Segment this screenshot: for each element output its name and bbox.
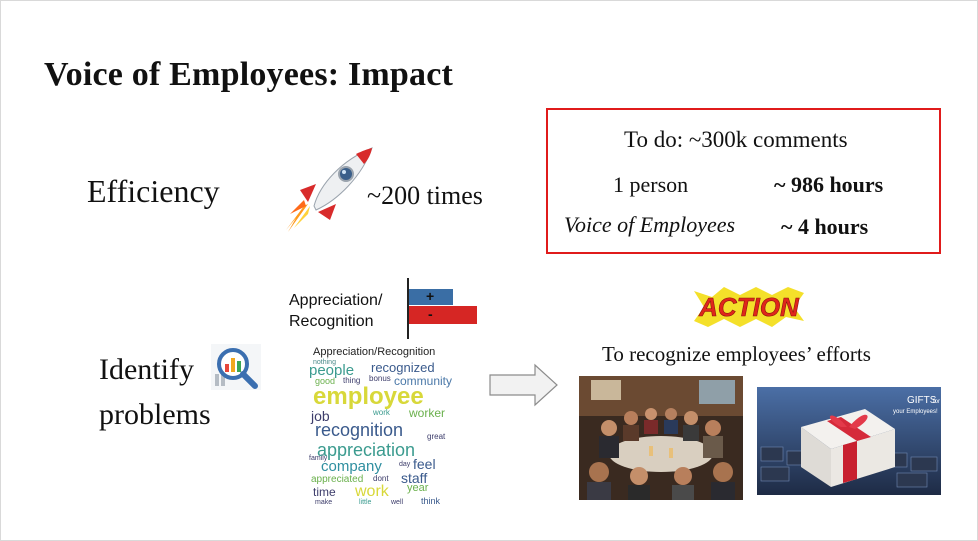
word-cloud-word: little xyxy=(359,499,372,506)
word-cloud-word: time xyxy=(313,485,336,499)
sentiment-category-label: Appreciation/ Recognition xyxy=(289,290,382,332)
word-cloud-word: nothing xyxy=(313,359,336,366)
person-label: 1 person xyxy=(613,172,689,197)
voe-hours: ~ 4 hours xyxy=(781,214,869,239)
word-cloud-word: company xyxy=(321,458,382,475)
team-dinner-photo xyxy=(579,376,743,500)
todo-text: To do: ~300k comments xyxy=(624,127,848,152)
sentiment-axis xyxy=(407,278,409,339)
word-cloud-word: family xyxy=(309,455,328,462)
positive-bar xyxy=(409,289,453,305)
word-cloud-word: well xyxy=(391,499,404,506)
person-hours: ~ 986 hours xyxy=(774,172,884,197)
action-badge-text: ACTION xyxy=(698,292,800,322)
comparison-box xyxy=(546,108,941,254)
speedup-text: ~200 times xyxy=(367,181,483,210)
word-cloud-word: make xyxy=(315,499,333,506)
sentiment-category-line2: Recognition xyxy=(289,313,374,330)
action-badge: ACTION xyxy=(694,287,804,327)
word-cloud-word: people xyxy=(309,362,355,379)
right-arrow-icon xyxy=(489,363,558,407)
efficiency-label: Efficiency xyxy=(87,173,220,209)
word-cloud-word: bonus xyxy=(369,374,391,383)
word-cloud-word: recognition xyxy=(315,420,404,440)
word-cloud-word: job xyxy=(311,408,330,424)
word-cloud-word: work xyxy=(355,483,389,500)
action-caption: To recognize employees’ efforts xyxy=(602,342,871,366)
word-cloud-word: year xyxy=(407,482,429,494)
word-cloud-word: feel xyxy=(413,456,436,472)
word-cloud-title: Appreciation/Recognition xyxy=(313,347,436,358)
problems-label: problems xyxy=(99,398,211,431)
word-cloud-word: appreciated xyxy=(311,474,364,485)
word-cloud-word: thing xyxy=(343,376,361,385)
gift-text-line2: for xyxy=(933,399,940,405)
negative-sign: - xyxy=(428,306,433,322)
positive-sign: + xyxy=(426,288,435,304)
word-cloud-word: work xyxy=(373,408,390,417)
word-cloud-word: worker xyxy=(409,406,446,420)
rocket-icon xyxy=(286,147,373,232)
negative-bar xyxy=(409,306,477,324)
word-cloud: Appreciation/Recognition nothing people … xyxy=(309,347,457,507)
identify-label: Identify xyxy=(99,353,194,386)
word-cloud-word: recognized xyxy=(371,360,435,375)
sentiment-category-line1: Appreciation/ xyxy=(289,292,383,309)
word-cloud-word: day xyxy=(399,461,411,468)
word-cloud-word: dont xyxy=(373,474,389,483)
magnifier-chart-icon xyxy=(211,344,261,390)
word-cloud-word: community xyxy=(394,374,453,388)
word-cloud-word: good xyxy=(315,376,336,386)
word-cloud-word: staff xyxy=(401,470,428,486)
word-cloud-word: appreciation xyxy=(317,440,416,460)
gift-photo: GIFTS for your Employees! xyxy=(757,387,941,495)
voe-label: Voice of Employees xyxy=(564,212,736,237)
word-cloud-word: think xyxy=(421,496,441,506)
slide-title: Voice of Employees: Impact xyxy=(44,56,454,93)
word-cloud-word: employee xyxy=(313,383,424,410)
gift-text-line1: GIFTS xyxy=(907,395,937,406)
word-cloud-word: great xyxy=(427,432,446,441)
gift-text-line3: your Employees! xyxy=(893,409,938,415)
